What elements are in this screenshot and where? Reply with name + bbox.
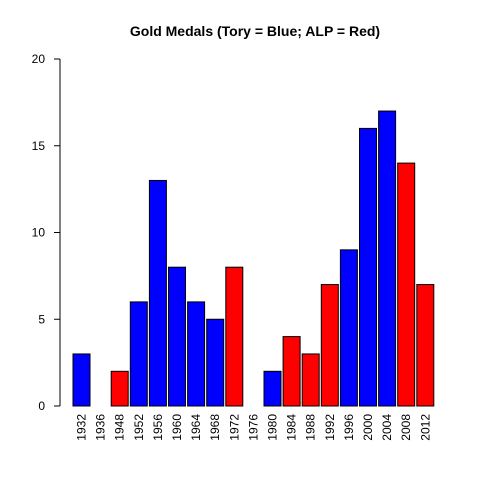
bar-2008 [397,162,416,407]
x-tick-label-1996: 1996 [342,414,356,441]
bar-2000 [359,127,377,407]
bar-1988 [301,353,320,407]
x-tick-label-1972: 1972 [227,414,241,441]
y-tick-label: 10 [32,226,46,240]
y-axis: 0 5 10 15 20 [32,52,61,413]
y-tick-label: 0 [38,399,45,413]
x-tick-label-1948: 1948 [113,414,127,441]
bar-1992 [320,284,339,407]
bar-1996 [339,249,358,407]
x-tick-label-1976: 1976 [246,414,260,441]
x-tick-label-1988: 1988 [304,414,318,441]
x-tick-label-1992: 1992 [323,414,337,441]
y-tick-label: 20 [32,52,46,66]
x-tick-label-1956: 1956 [151,414,165,441]
bar-1968 [206,318,225,407]
x-tick-label-1968: 1968 [208,414,222,441]
x-tick-label-1960: 1960 [170,414,184,441]
x-tick-label-2012: 2012 [418,414,432,441]
bar-1956 [148,179,167,407]
x-axis-labels: 1932 1936 1948 1952 1956 1960 1964 1968 1972 1976… [75,414,433,441]
bar-1972 [225,266,244,407]
y-tick-label: 15 [32,139,46,153]
x-tick-label-1980: 1980 [266,414,280,441]
bar-1964 [187,301,206,407]
bar-1960 [168,266,186,407]
x-tick-label-1952: 1952 [132,414,146,441]
y-tick-label: 5 [38,312,45,326]
bar-1948 [110,370,129,407]
bar-2004 [378,110,397,407]
bar-2012 [416,284,435,407]
x-tick-label-2004: 2004 [380,414,394,441]
bar-1952 [129,301,148,407]
x-tick-label-1984: 1984 [285,414,299,441]
bar-1984 [282,336,301,407]
bars [72,110,435,407]
x-tick-label-2008: 2008 [399,414,413,441]
x-tick-label-1932: 1932 [75,414,89,441]
chart-title: Gold Medals (Tory = Blue; ALP = Red) [130,23,380,39]
x-tick-label-1936: 1936 [94,414,108,441]
x-tick-label-2000: 2000 [361,414,375,441]
bar-1980 [263,370,282,407]
bar-1932 [72,353,91,407]
x-tick-label-1964: 1964 [189,414,203,441]
